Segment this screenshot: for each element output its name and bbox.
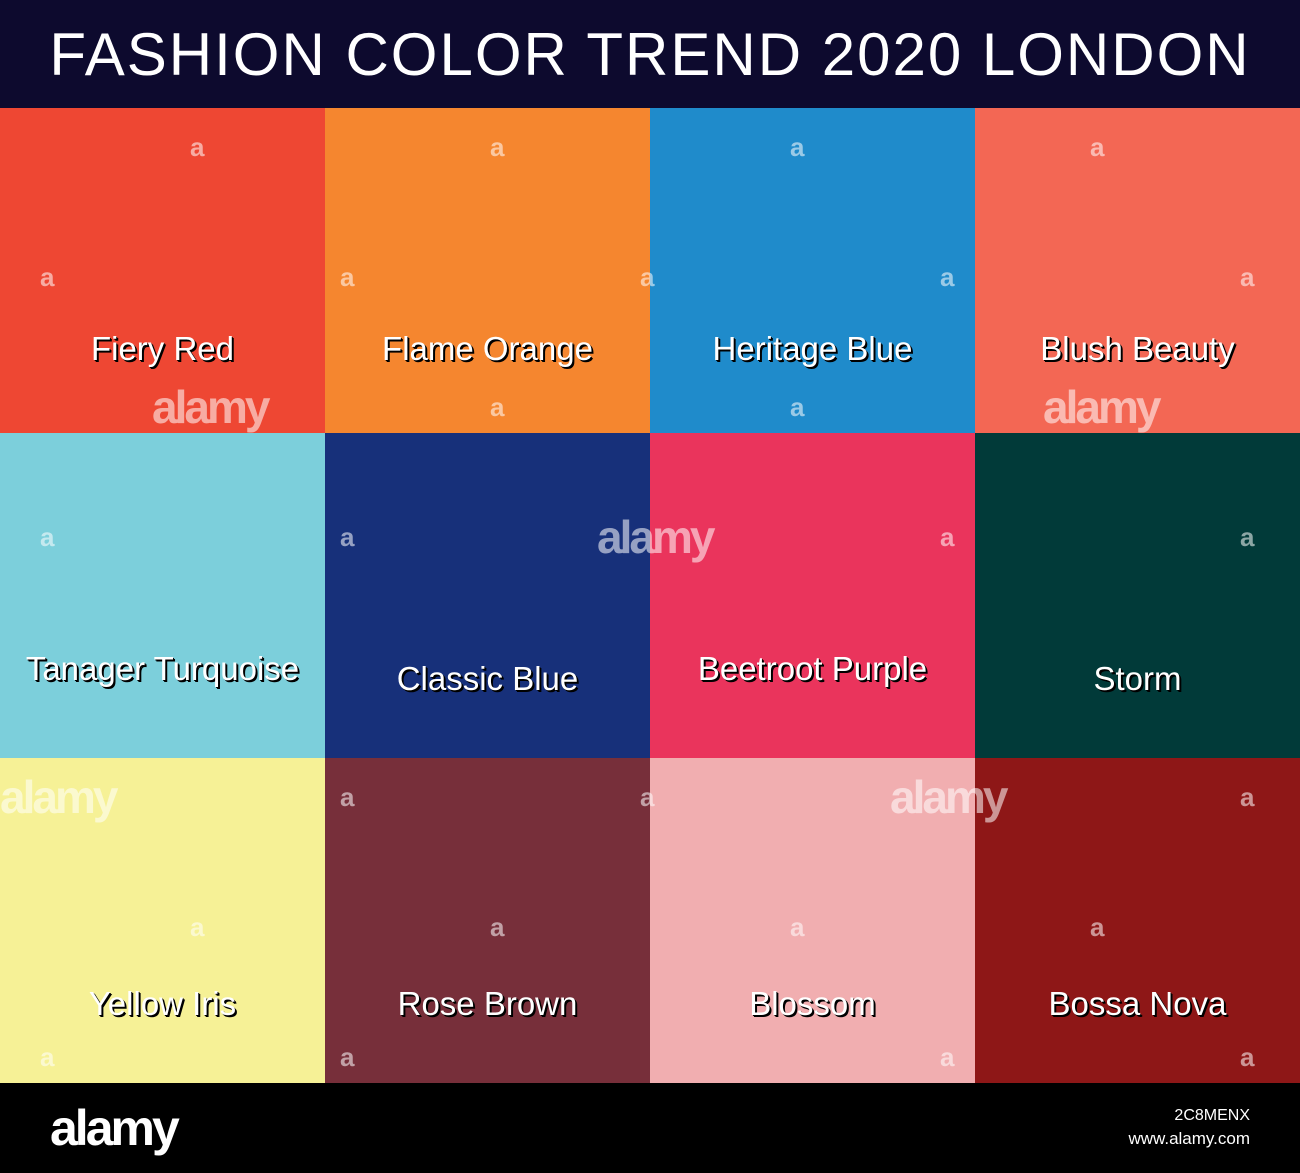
- swatch-grid: Fiery Red Flame Orange Heritage Blue Blu…: [0, 108, 1300, 1083]
- swatch-label: Classic Blue: [396, 660, 579, 697]
- swatch-classic-blue: Classic Blue: [325, 433, 650, 758]
- swatch-blossom: Blossom: [650, 758, 975, 1083]
- alamy-logo: alamy: [50, 1100, 180, 1156]
- swatch-label: Tanager Turquoise: [25, 650, 300, 687]
- swatch-fiery-red: Fiery Red: [0, 108, 325, 433]
- swatch-blush-beauty: Blush Beauty: [975, 108, 1300, 433]
- page-title: FASHION COLOR TREND 2020 LONDON: [49, 20, 1251, 88]
- swatch-beetroot-purple: Beetroot Purple: [650, 433, 975, 758]
- header-banner: FASHION COLOR TREND 2020 LONDON: [0, 0, 1300, 108]
- swatch-label: Blossom: [749, 985, 876, 1022]
- swatch-label: Blush Beauty: [1040, 330, 1235, 367]
- swatch-rose-brown: Rose Brown: [325, 758, 650, 1083]
- swatch-label: Storm: [1093, 660, 1182, 697]
- swatch-flame-orange: Flame Orange: [325, 108, 650, 433]
- swatch-tanager-turquoise: Tanager Turquoise: [0, 433, 325, 758]
- swatch-yellow-iris: Yellow Iris: [0, 758, 325, 1083]
- swatch-label: Rose Brown: [397, 985, 578, 1022]
- image-id: 2C8MENX: [1174, 1107, 1250, 1124]
- swatch-label: Heritage Blue: [712, 330, 913, 367]
- swatch-heritage-blue: Heritage Blue: [650, 108, 975, 433]
- swatch-label: Fiery Red: [90, 330, 235, 367]
- swatch-storm: Storm: [975, 433, 1300, 758]
- site-url: www.alamy.com: [1128, 1129, 1250, 1148]
- swatch-label: Yellow Iris: [88, 985, 237, 1022]
- footer-bar: alamy 2C8MENX www.alamy.com: [0, 1083, 1300, 1173]
- swatch-label: Beetroot Purple: [697, 650, 928, 687]
- swatch-label: Bossa Nova: [1048, 985, 1227, 1022]
- swatch-bossa-nova: Bossa Nova: [975, 758, 1300, 1083]
- swatch-label: Flame Orange: [382, 330, 593, 367]
